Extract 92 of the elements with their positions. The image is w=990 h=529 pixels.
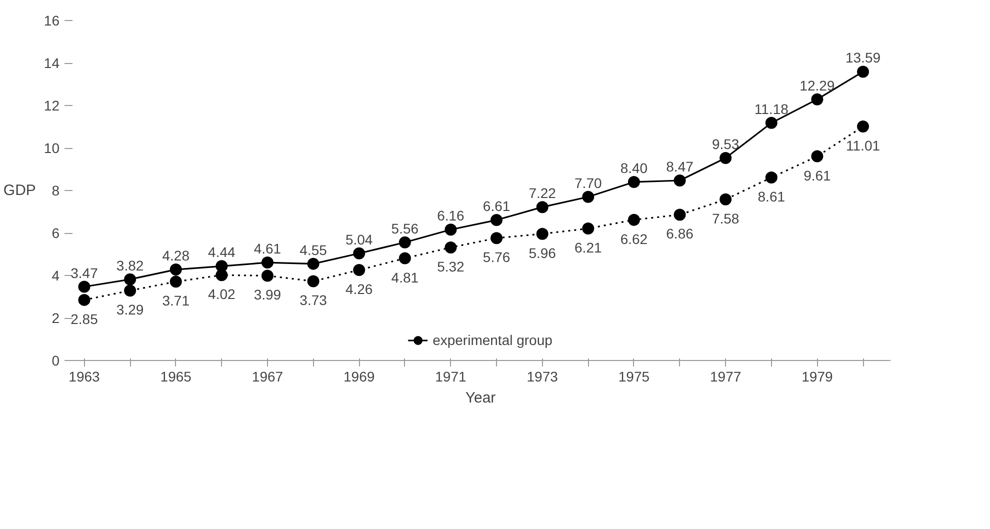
point [78, 294, 90, 306]
point [261, 270, 274, 282]
point [720, 152, 732, 164]
point [811, 93, 824, 106]
data-label: 4.81 [391, 269, 419, 286]
data-label: 4.61 [254, 240, 282, 257]
data-label: 8.40 [620, 160, 648, 176]
x-tick-label: 1975 [618, 368, 650, 384]
point [857, 120, 870, 133]
point [674, 174, 686, 186]
data-label: 5.96 [528, 244, 556, 261]
point [78, 280, 90, 293]
point [353, 264, 366, 276]
point [398, 236, 411, 248]
point [170, 276, 182, 288]
x-axis-title: Year [465, 390, 496, 406]
data-label: 6.62 [620, 230, 648, 247]
y-tick-label: 12 [44, 98, 60, 114]
point [353, 247, 366, 260]
data-label: 7.22 [528, 185, 556, 202]
data-label: 7.58 [712, 210, 740, 226]
point [674, 208, 686, 221]
data-label: 3.73 [300, 292, 328, 308]
point [765, 116, 778, 129]
y-tick-label: 8 [52, 182, 60, 198]
data-label: 4.44 [208, 244, 236, 260]
data-label: 12.29 [800, 77, 835, 94]
x-tick-label: 1965 [160, 368, 192, 384]
x-tick-label: 1973 [526, 368, 558, 384]
data-label: 3.29 [116, 302, 144, 318]
data-label: 3.99 [254, 286, 282, 303]
data-label: 4.28 [162, 248, 190, 264]
y-tick-label: 10 [44, 140, 60, 156]
data-label: 9.61 [804, 167, 832, 184]
point [582, 190, 594, 203]
data-label: 5.04 [345, 231, 373, 248]
data-label: 5.56 [391, 220, 419, 236]
y-tick-label: 4 [52, 268, 60, 284]
point [720, 193, 732, 206]
data-label: 6.16 [437, 208, 465, 224]
point [398, 252, 411, 264]
y-axis-title: GDP [3, 182, 36, 199]
data-label: 8.47 [666, 158, 694, 175]
point [811, 150, 824, 162]
data-label: 11.01 [846, 138, 880, 154]
point [124, 284, 136, 297]
data-label: 5.32 [437, 258, 465, 274]
data-label: 4.26 [345, 280, 373, 297]
data-label: 11.18 [754, 100, 789, 117]
x-tick-label: 1967 [252, 368, 284, 384]
point [170, 264, 182, 276]
x-tick-label: 1971 [435, 368, 467, 384]
data-label: 6.86 [666, 226, 694, 242]
x-tick-label: 1977 [710, 368, 742, 384]
x-tick-label: 1969 [344, 368, 375, 384]
data-label: 6.21 [574, 240, 602, 256]
x-tick-label: 1963 [68, 368, 100, 384]
point [857, 66, 870, 78]
data-label: 5.76 [482, 249, 510, 266]
point [261, 256, 274, 269]
x-tick-label: 1979 [802, 368, 833, 384]
point [582, 222, 594, 235]
data-label: 4.55 [300, 242, 328, 258]
y-tick-label: 6 [52, 225, 60, 241]
y-tick-label: 2 [52, 310, 60, 326]
data-label: 3.82 [116, 257, 144, 274]
data-label: 6.61 [482, 198, 510, 214]
point [490, 232, 503, 244]
point [124, 273, 136, 286]
data-label: 9.53 [712, 136, 740, 152]
point [307, 275, 320, 288]
data-label: 3.47 [70, 264, 98, 281]
data-label: 3.71 [162, 292, 190, 309]
data-label: 7.70 [574, 174, 602, 191]
point [216, 269, 228, 282]
point [536, 201, 548, 214]
point [628, 214, 640, 226]
y-tick-label: 14 [44, 55, 60, 71]
data-label: 8.61 [758, 188, 786, 205]
point [307, 258, 320, 270]
point [536, 228, 548, 240]
point [628, 176, 640, 188]
y-tick-label: 0 [52, 352, 60, 368]
point [444, 241, 457, 254]
legend-label: experimental group [432, 332, 552, 348]
data-label: 2.85 [70, 310, 98, 327]
data-label: 4.02 [208, 286, 236, 302]
data-label: 13.59 [845, 50, 881, 66]
point [765, 172, 778, 184]
y-tick-label: 16 [44, 12, 60, 28]
point [490, 214, 503, 226]
point [444, 224, 457, 236]
